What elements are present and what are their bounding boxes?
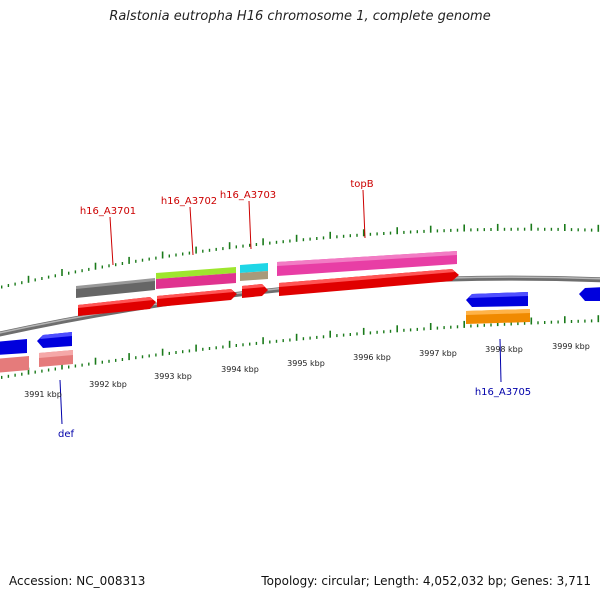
gene-h16_A3703-arrow[interactable] bbox=[242, 284, 268, 298]
accession-text: Accession: NC_008313 bbox=[9, 574, 146, 588]
kbp-label: 3998 kbp bbox=[485, 345, 523, 354]
gene-left-edge-arrow[interactable] bbox=[0, 339, 27, 355]
gene-def-category-bar[interactable] bbox=[39, 350, 73, 367]
gene-def-arrow[interactable] bbox=[37, 332, 72, 348]
inner-tick-ring bbox=[1, 315, 600, 379]
gene-label-h16_A3702[interactable]: h16_A3702 bbox=[161, 196, 217, 207]
gene-left-edge-category-bar[interactable] bbox=[0, 356, 29, 373]
genome-title: Ralstonia eutropha H16 chromosome 1, com… bbox=[109, 9, 491, 24]
kbp-label: 3995 kbp bbox=[287, 359, 325, 368]
gene-label-topB[interactable]: topB bbox=[350, 179, 373, 190]
gene-label-h16_A3701[interactable]: h16_A3701 bbox=[80, 206, 136, 217]
gene-h16_A3705-category-bar[interactable] bbox=[466, 309, 530, 324]
kbp-label: 3993 kbp bbox=[154, 372, 192, 381]
gene-label-h16_A3705[interactable]: h16_A3705 bbox=[475, 387, 531, 398]
gene-label-h16_A3703[interactable]: h16_A3703 bbox=[220, 190, 276, 201]
kbp-label: 3991 kbp bbox=[24, 390, 62, 399]
genome-summary-text: Topology: circular; Length: 4,052,032 bp… bbox=[261, 574, 591, 588]
gene-h16_A3702-arrow[interactable] bbox=[157, 289, 237, 307]
kbp-label: 3992 kbp bbox=[89, 380, 127, 389]
gene-h16_A3702-category-bar[interactable] bbox=[156, 267, 236, 289]
kbp-label: 3994 kbp bbox=[221, 365, 259, 374]
kbp-label: 3999 kbp bbox=[552, 342, 590, 351]
gene-label-leaders bbox=[59, 189, 502, 425]
gene-h16_A3701-category-bar[interactable] bbox=[76, 278, 155, 298]
kbp-label: 3997 kbp bbox=[419, 349, 457, 358]
kbp-label: 3996 kbp bbox=[353, 353, 391, 362]
gene-right-edge-arrow[interactable] bbox=[579, 287, 600, 301]
gene-label-def[interactable]: def bbox=[58, 429, 75, 440]
gene-topB-arrow[interactable] bbox=[279, 269, 459, 296]
gene-topB-category-bar[interactable] bbox=[277, 251, 457, 276]
gene-h16_A3703-category-bar[interactable] bbox=[240, 263, 268, 281]
gene-h16_A3701-arrow[interactable] bbox=[78, 297, 156, 316]
outer-tick-ring bbox=[1, 223, 600, 289]
gene-h16_A3705-arrow[interactable] bbox=[466, 292, 528, 307]
